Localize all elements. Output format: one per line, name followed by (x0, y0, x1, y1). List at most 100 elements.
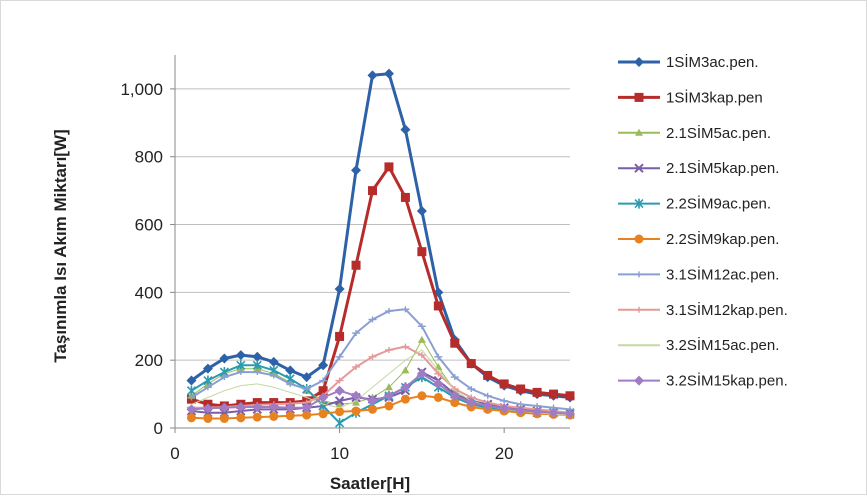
y-axis-title: Taşınımla Isı Akım Miktarı[W] (51, 129, 70, 362)
series-6 (186, 391, 575, 424)
data-point (236, 413, 246, 423)
legend-marker (634, 375, 644, 386)
data-point (368, 186, 377, 196)
data-point (400, 382, 411, 393)
legend-marker (634, 234, 644, 244)
data-point (334, 396, 345, 406)
data-point (384, 308, 393, 315)
legend-item: 2.1SİM5ac.pen. (618, 124, 771, 142)
data-point (302, 410, 312, 420)
data-point (186, 413, 196, 423)
data-point (368, 316, 377, 323)
data-point (466, 397, 477, 408)
legend-item: 3.1SİM12ac.pen. (618, 265, 779, 283)
data-point (203, 414, 213, 424)
data-point (301, 402, 312, 413)
legend-label: 1SİM3ac.pen. (666, 53, 759, 71)
data-point (400, 124, 411, 135)
data-point (449, 390, 460, 401)
x-tick-label: 0 (170, 444, 179, 463)
data-point (417, 323, 426, 330)
legend-item: 1SİM3ac.pen. (618, 53, 759, 71)
data-point (368, 353, 377, 360)
data-point (383, 390, 394, 401)
legend-marker (634, 198, 644, 209)
data-point (401, 343, 410, 350)
legend-label: 3.1SİM12ac.pen. (666, 265, 779, 283)
data-point (483, 392, 492, 399)
data-point (186, 385, 197, 396)
data-point (383, 68, 394, 79)
data-point (285, 365, 296, 376)
data-point (252, 401, 263, 412)
data-point (532, 387, 542, 397)
legend-marker (634, 57, 644, 67)
legend-label: 2.2SİM9kap.pen. (666, 230, 779, 248)
legend-marker (634, 163, 644, 173)
data-point (253, 369, 262, 376)
legend-item: 3.2SİM15kap.pen. (618, 372, 788, 390)
data-point (401, 366, 410, 374)
data-point (416, 368, 427, 379)
x-tick-label: 20 (495, 444, 514, 463)
data-point (351, 390, 362, 401)
legend-label: 3.2SİM15ac.pen. (666, 336, 779, 354)
data-point (549, 389, 559, 399)
data-point (252, 412, 262, 422)
data-point (384, 383, 393, 391)
data-point (417, 352, 426, 359)
data-point (565, 391, 575, 401)
data-point (186, 375, 197, 386)
legend-label: 2.2SİM9ac.pen. (666, 195, 771, 213)
axes: 0 200 400 600 800 1,000 0 10 20 (120, 55, 570, 463)
data-point (417, 391, 427, 401)
data-point (186, 404, 197, 415)
data-point (302, 386, 311, 393)
legend-label: 2.1SİM5kap.pen. (666, 159, 779, 177)
data-point (203, 384, 212, 391)
data-point (516, 384, 526, 394)
data-point (318, 409, 328, 419)
data-point (187, 394, 196, 401)
data-point (565, 408, 575, 419)
y-tick-label: 1,000 (120, 80, 163, 99)
data-point (351, 406, 361, 416)
data-point (401, 306, 410, 313)
data-point (252, 360, 262, 371)
data-point (268, 356, 279, 367)
legend-marker (635, 128, 643, 136)
data-point (269, 372, 278, 379)
legend-label: 1SİM3kap.pen (666, 88, 763, 106)
data-point (286, 380, 295, 387)
data-point (236, 369, 245, 376)
data-point (268, 401, 279, 412)
data-point (384, 347, 393, 354)
y-tick-label: 600 (135, 216, 163, 235)
y-tick-label: 400 (135, 283, 163, 302)
data-point (202, 363, 213, 374)
data-point (285, 402, 296, 413)
data-point (236, 360, 246, 371)
data-point (334, 385, 345, 396)
legend-marker (635, 306, 643, 313)
data-point (450, 338, 460, 348)
data-point (434, 353, 443, 360)
data-point (450, 398, 460, 408)
data-point (335, 377, 344, 384)
data-point (269, 411, 279, 421)
y-tick-label: 200 (135, 351, 163, 370)
data-point (335, 417, 345, 428)
series-7 (187, 306, 574, 413)
data-point (301, 372, 312, 383)
data-point (285, 411, 295, 421)
data-point (416, 205, 427, 216)
data-point (417, 335, 426, 343)
data-point (335, 400, 344, 408)
data-point (368, 404, 377, 414)
legend-marker (634, 92, 644, 102)
legend-label: 2.1SİM5ac.pen. (666, 124, 771, 142)
legend-label: 3.1SİM12kap.pen. (666, 301, 788, 319)
data-point (203, 375, 213, 386)
data-point (335, 353, 344, 360)
